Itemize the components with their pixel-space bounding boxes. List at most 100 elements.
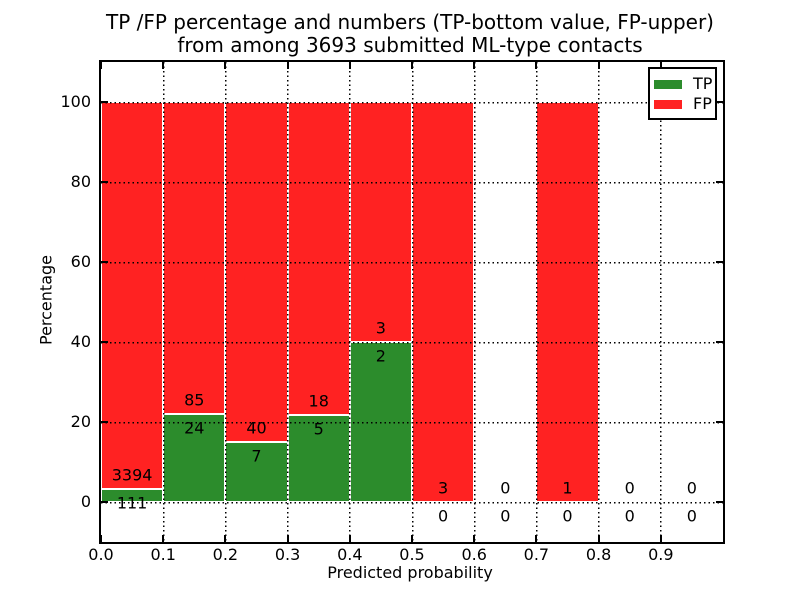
tp-count-label: 0 — [624, 506, 635, 526]
y-tick-mark — [101, 421, 108, 423]
y-tick-label: 100 — [60, 92, 91, 111]
fp-count-label: 40 — [246, 418, 267, 438]
x-tick-label: 0.6 — [461, 545, 487, 564]
fp-count-label: 0 — [500, 478, 511, 498]
grid-line-vertical — [535, 62, 538, 542]
y-tick-label: 60 — [70, 252, 91, 271]
tp-bar — [287, 415, 350, 502]
x-tick-mark — [597, 62, 600, 69]
x-tick-label: 0.7 — [523, 545, 550, 564]
grid-line-vertical — [287, 62, 290, 542]
y-tick-mark — [716, 181, 723, 183]
grid-line-vertical — [162, 62, 165, 542]
x-tick-mark — [411, 62, 413, 69]
fp-bar — [536, 102, 599, 502]
x-tick-label: 0.1 — [150, 545, 176, 564]
y-tick-mark — [716, 421, 723, 423]
fp-legend-swatch — [654, 99, 682, 109]
fp-count-label: 0 — [686, 478, 697, 498]
y-tick-mark — [101, 181, 108, 183]
tp-legend-label: TP — [693, 74, 713, 93]
x-tick-mark — [100, 535, 102, 542]
y-tick-mark — [101, 501, 108, 503]
x-tick-label: 0.3 — [274, 545, 301, 564]
x-tick-mark — [535, 535, 538, 542]
x-tick-mark — [286, 535, 289, 542]
fp-bar — [287, 102, 350, 416]
x-tick-mark — [224, 535, 227, 542]
tp-count-label: 7 — [251, 446, 262, 466]
x-tick-mark — [659, 535, 662, 542]
x-tick-label: 0.2 — [212, 545, 239, 564]
x-tick-label: 0.0 — [88, 545, 114, 564]
grid-line-vertical — [598, 62, 601, 542]
x-tick-mark — [411, 535, 413, 542]
grid-line-vertical — [349, 62, 352, 542]
fp-bar — [163, 102, 226, 414]
grid-line-vertical — [660, 62, 663, 542]
fp-count-label: 3 — [375, 318, 386, 338]
fp-count-label: 3 — [438, 478, 449, 498]
fp-legend-label: FP — [693, 94, 712, 113]
tp-bar — [101, 489, 164, 502]
x-tick-mark — [535, 62, 538, 69]
y-tick-label: 20 — [70, 412, 91, 431]
y-tick-label: 0 — [80, 492, 91, 511]
chart-title: TP /FP percentage and numbers (TP-bottom… — [99, 11, 721, 57]
tp-count-label: 2 — [375, 346, 386, 366]
legend: TP FP — [648, 67, 717, 120]
tp-count-label: 0 — [686, 506, 697, 526]
legend-entry-tp: TP — [654, 74, 715, 94]
tp-count-label: 5 — [313, 419, 324, 439]
y-tick-label: 40 — [70, 332, 91, 351]
fp-bar — [101, 102, 164, 490]
tp-legend-swatch — [654, 79, 682, 89]
x-axis-label: Predicted probability — [327, 563, 493, 582]
grid-line-vertical — [224, 62, 227, 542]
y-tick-mark — [716, 261, 723, 263]
fp-count-label: 1 — [562, 478, 573, 498]
x-tick-mark — [473, 535, 476, 542]
tp-count-label: 0 — [438, 506, 449, 526]
x-tick-label: 0.8 — [585, 545, 612, 564]
x-tick-mark — [100, 62, 102, 69]
fp-count-label: 0 — [624, 478, 635, 498]
fp-bar — [412, 102, 475, 502]
x-tick-mark — [348, 535, 351, 542]
y-tick-mark — [101, 261, 108, 263]
chart-title-line-2: from among 3693 submitted ML-type contac… — [177, 33, 643, 57]
x-tick-mark — [659, 62, 662, 69]
tp-count-label: 24 — [184, 418, 205, 438]
grid-line-vertical — [473, 62, 476, 542]
tp-count-label: 0 — [500, 506, 511, 526]
fp-bar — [349, 102, 412, 342]
tp-count-label: 0 — [562, 506, 573, 526]
y-tick-mark — [101, 101, 108, 103]
y-tick-mark — [101, 341, 108, 343]
x-tick-mark — [162, 535, 165, 542]
tp-count-label: 111 — [116, 493, 148, 513]
tp-bar — [163, 413, 226, 502]
tp-bar — [225, 442, 288, 502]
x-tick-mark — [348, 62, 351, 69]
x-tick-label: 0.4 — [337, 545, 363, 564]
y-tick-mark — [716, 101, 723, 103]
legend-entry-fp: FP — [654, 94, 715, 114]
plot-area: TP FP 0.0 0.1 0.2 0.3 0.4 0.5 0.6 0.7 0.8 0.9 0 20 4… — [60, 60, 725, 564]
x-tick-mark — [224, 62, 227, 69]
y-tick-label: 80 — [70, 172, 91, 191]
y-tick-mark — [716, 341, 723, 343]
x-tick-mark — [597, 535, 600, 542]
fp-bar — [225, 102, 288, 443]
fp-count-label: 18 — [308, 391, 329, 411]
x-tick-label: 0.9 — [648, 545, 674, 564]
chart-title-line-1: TP /FP percentage and numbers (TP-bottom… — [106, 10, 714, 34]
x-tick-mark — [286, 62, 289, 69]
x-tick-mark — [162, 62, 165, 69]
y-tick-mark — [716, 501, 723, 503]
x-tick-mark — [473, 62, 476, 69]
grid-line-vertical — [411, 62, 414, 542]
fp-count-label: 3394 — [111, 465, 153, 485]
fp-count-label: 85 — [184, 390, 205, 410]
